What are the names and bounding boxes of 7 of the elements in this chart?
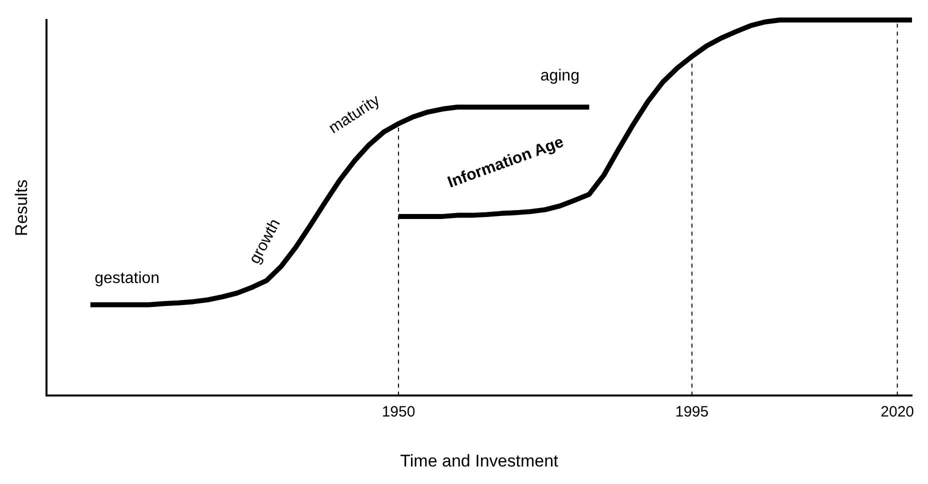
y-axis-title: Results [12, 179, 31, 236]
annotation: aging [540, 67, 580, 84]
x-tick-label: 1995 [675, 404, 709, 421]
annotation: gestation [94, 270, 160, 288]
x-tick-label: 1950 [382, 404, 416, 421]
x-tick-label: 2020 [880, 404, 914, 421]
x-axis-title: Time and Investment [400, 451, 559, 470]
